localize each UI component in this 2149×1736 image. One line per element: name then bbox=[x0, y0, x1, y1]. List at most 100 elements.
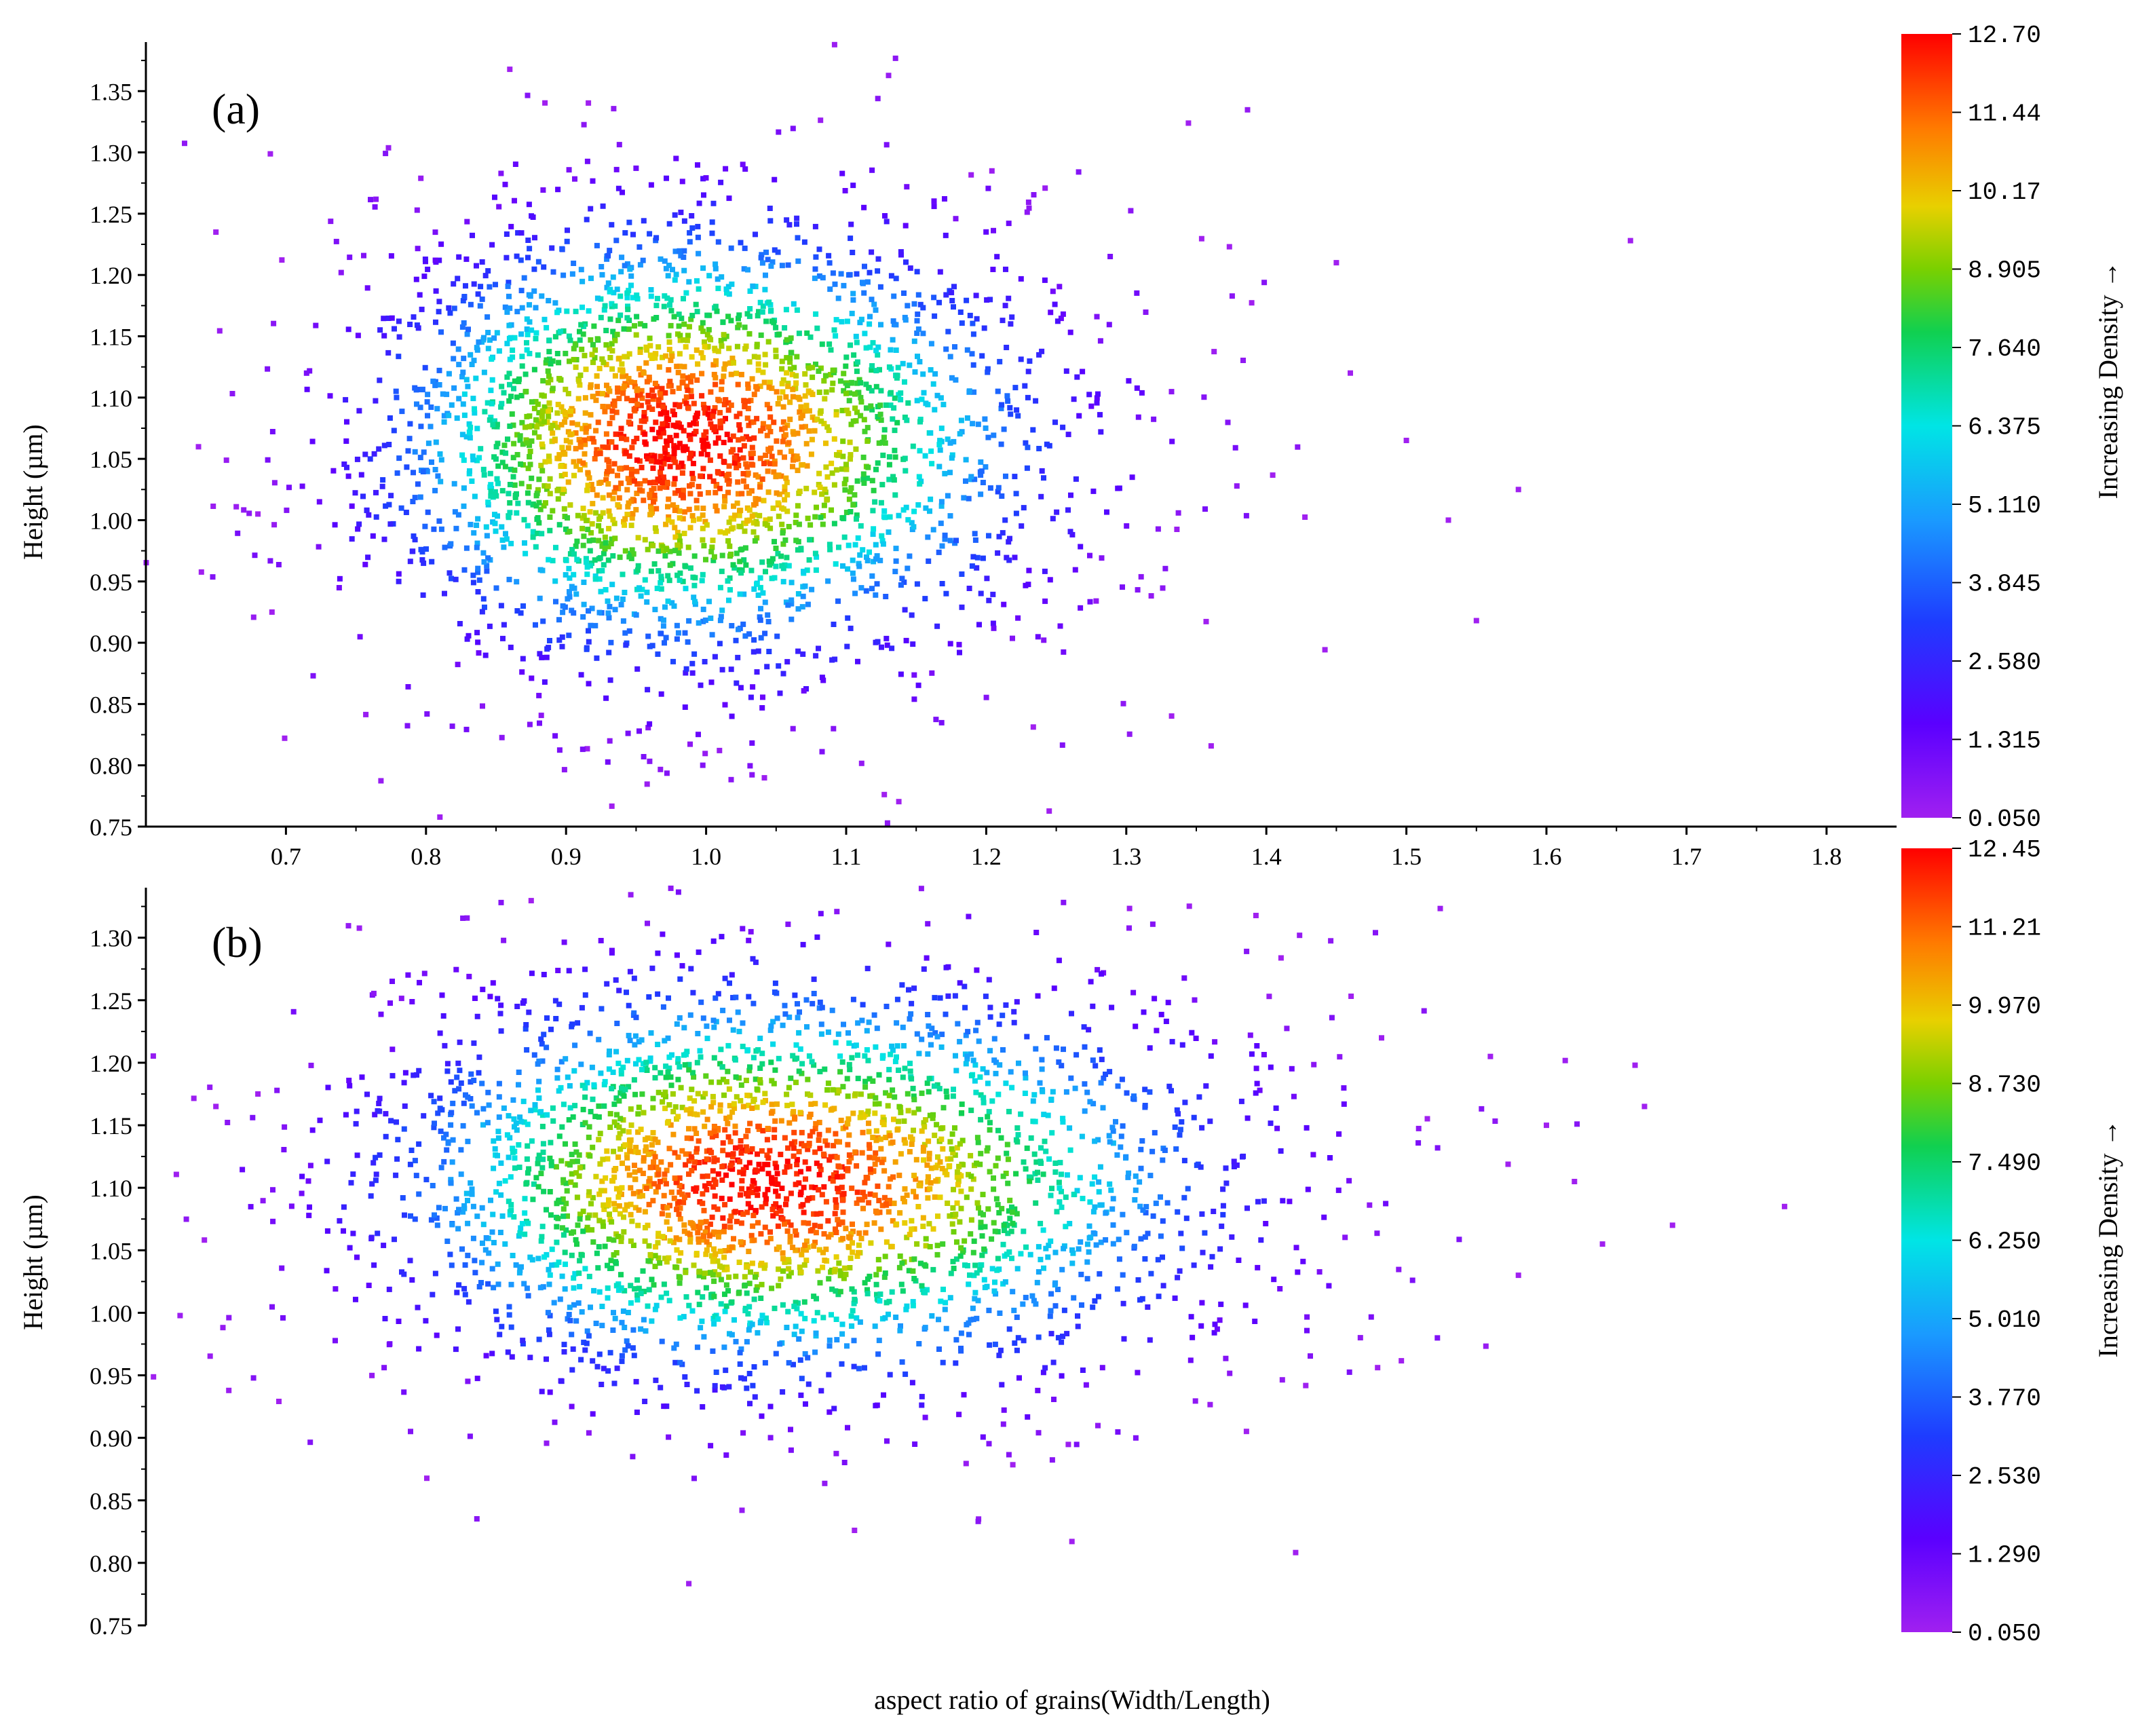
scatter-point bbox=[598, 296, 604, 302]
scatter-point bbox=[1137, 1203, 1143, 1209]
scatter-point bbox=[913, 1176, 919, 1182]
scatter-point bbox=[813, 254, 819, 260]
scatter-point bbox=[1367, 1202, 1373, 1208]
scatter-point bbox=[683, 1162, 689, 1168]
scatter-point bbox=[763, 272, 768, 278]
scatter-point bbox=[485, 345, 491, 352]
scatter-point bbox=[873, 1128, 879, 1134]
scatter-point bbox=[527, 246, 533, 252]
scatter-point bbox=[826, 1276, 832, 1282]
scatter-point bbox=[728, 371, 734, 377]
scatter-point bbox=[601, 1082, 607, 1088]
scatter-point bbox=[586, 537, 592, 544]
scatter-point bbox=[472, 406, 477, 412]
scatter-point bbox=[655, 1240, 661, 1246]
scatter-point bbox=[787, 359, 793, 365]
scatter-point bbox=[776, 1205, 782, 1211]
scatter-point bbox=[993, 1070, 999, 1076]
scatter-point bbox=[985, 434, 991, 440]
scatter-point bbox=[1304, 1327, 1310, 1334]
scatter-point bbox=[609, 366, 615, 372]
scatter-point bbox=[773, 347, 779, 354]
scatter-point bbox=[582, 1347, 588, 1353]
scatter-point bbox=[603, 477, 609, 483]
scatter-point bbox=[784, 1325, 790, 1330]
scatter-point bbox=[784, 337, 790, 343]
scatter-point bbox=[907, 362, 913, 369]
scatter-point bbox=[668, 357, 674, 363]
scatter-point bbox=[1061, 1307, 1067, 1313]
scatter-point bbox=[812, 266, 818, 272]
scatter-point bbox=[1023, 582, 1029, 588]
scatter-point bbox=[584, 646, 590, 652]
scatter-point bbox=[919, 1393, 925, 1399]
scatter-point bbox=[561, 506, 567, 512]
scatter-point bbox=[779, 426, 785, 432]
scatter-point bbox=[659, 465, 664, 471]
scatter-point bbox=[276, 1399, 282, 1404]
scatter-point bbox=[512, 467, 518, 473]
scatter-point bbox=[782, 537, 788, 543]
scatter-point bbox=[711, 1204, 717, 1210]
scatter-point bbox=[547, 1313, 553, 1319]
scatter-point bbox=[260, 1198, 266, 1204]
scatter-point bbox=[506, 371, 512, 377]
scatter-point bbox=[894, 1221, 900, 1227]
scatter-point bbox=[782, 1011, 788, 1017]
scatter-point bbox=[598, 588, 604, 595]
scatter-point bbox=[977, 1161, 983, 1167]
scatter-point bbox=[784, 1164, 790, 1170]
scatter-point bbox=[609, 947, 615, 954]
scatter-point bbox=[677, 421, 683, 428]
scatter-point bbox=[852, 405, 858, 411]
scatter-point bbox=[556, 375, 563, 381]
scatter-point bbox=[823, 464, 829, 470]
scatter-point bbox=[622, 590, 628, 595]
scatter-point bbox=[366, 1283, 372, 1288]
scatter-point bbox=[839, 1192, 845, 1199]
scatter-point bbox=[712, 489, 719, 495]
scatter-point bbox=[750, 419, 757, 425]
scatter-point bbox=[826, 341, 833, 347]
scatter-point bbox=[930, 1115, 936, 1121]
scatter-point bbox=[449, 575, 454, 582]
scatter-point bbox=[760, 369, 766, 375]
scatter-point bbox=[501, 544, 507, 550]
scatter-point bbox=[846, 1158, 852, 1165]
scatter-point bbox=[476, 1054, 482, 1060]
scatter-point bbox=[341, 1228, 346, 1234]
scatter-point bbox=[573, 463, 579, 469]
scatter-point bbox=[839, 170, 845, 176]
scatter-point bbox=[762, 1091, 768, 1097]
scatter-point bbox=[503, 231, 510, 237]
scatter-point bbox=[617, 1189, 623, 1194]
scatter-point bbox=[704, 1023, 710, 1030]
scatter-point bbox=[506, 335, 512, 341]
scatter-point bbox=[647, 231, 653, 237]
scatter-point bbox=[675, 889, 681, 895]
scatter-point bbox=[743, 461, 749, 467]
scatter-point bbox=[911, 1127, 916, 1133]
scatter-point bbox=[641, 418, 647, 424]
scatter-point bbox=[749, 772, 755, 778]
scatter-point bbox=[516, 1165, 522, 1170]
scatter-point bbox=[682, 563, 688, 569]
scatter-point bbox=[819, 675, 825, 681]
scatter-point bbox=[732, 512, 738, 518]
scatter-point bbox=[856, 377, 862, 383]
scatter-point bbox=[602, 409, 608, 415]
scatter-point bbox=[341, 461, 347, 467]
scatter-point bbox=[569, 1367, 575, 1373]
scatter-point bbox=[531, 288, 537, 294]
scatter-point bbox=[780, 530, 786, 536]
scatter-point bbox=[1035, 634, 1041, 640]
scatter-point bbox=[820, 677, 826, 683]
scatter-point bbox=[620, 1161, 625, 1167]
scatter-point bbox=[1086, 392, 1092, 398]
scatter-point bbox=[897, 1327, 903, 1334]
scatter-point bbox=[698, 325, 704, 331]
scatter-point bbox=[770, 505, 776, 511]
scatter-point bbox=[650, 465, 656, 471]
scatter-point bbox=[1162, 1148, 1168, 1153]
scatter-point bbox=[1036, 446, 1042, 451]
